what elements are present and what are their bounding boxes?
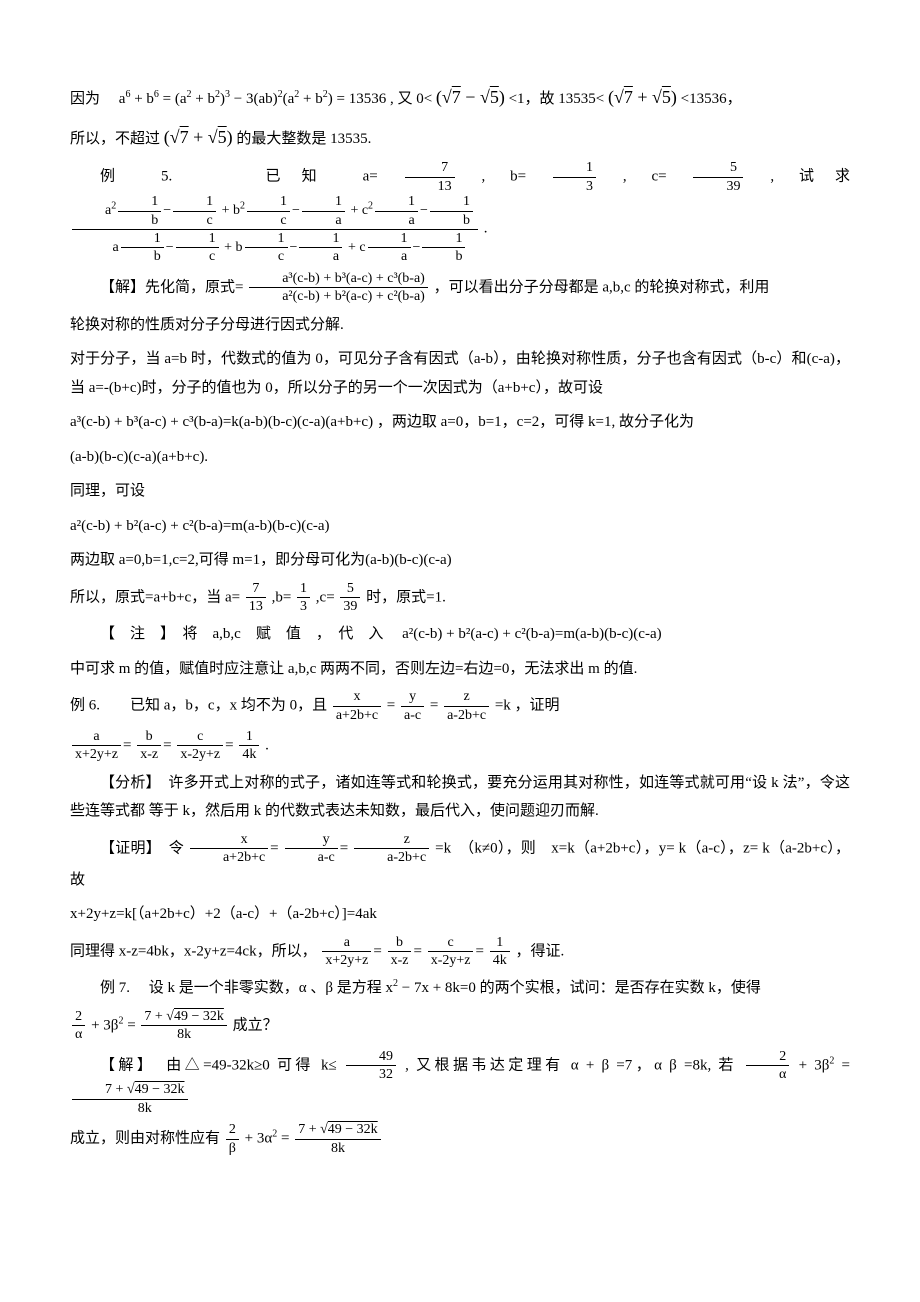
- p12: x+2y+z=k[（a+2b+c）+2（a-c）+（a-2b+c）]=4ak: [70, 900, 850, 929]
- simplified-frac: a³(c-b) + b³(a-c) + c³(b-a)a²(c-b) + b²(…: [249, 271, 428, 305]
- note-expr: a²(c-b) + b²(a-c) + c²(b-a)=m(a-b)(b-c)(…: [402, 626, 662, 642]
- frac-a: 713: [405, 160, 455, 194]
- big-fraction: a21b−1c + b21c−1a + c21a−1b a1b−1c + b1c…: [72, 194, 478, 265]
- text: <1，故 13535<: [509, 91, 608, 107]
- text: , 又 0<: [390, 91, 436, 107]
- p10: 所以，原式=a+b+c，当 a= 713 ,b= 13 ,c= 539 时，原式…: [70, 581, 850, 615]
- proof: 【证明】 令 xa+2b+c= ya-c= za-2b+c =k （k≠0），则…: [70, 832, 850, 894]
- sqrt-sum: (√7 + √5): [608, 87, 677, 107]
- p5: a³(c-b) + b³(a-c) + c³(b-a)=k(a-b)(b-c)(…: [70, 408, 850, 437]
- text: 【解】先化简，原式=: [100, 279, 247, 295]
- text: ，可以看出分子分母都是 a,b,c 的轮换对称式，利用: [434, 279, 770, 295]
- p6: (a-b)(b-c)(c-a)(a+b+c).: [70, 443, 850, 472]
- example-7: 例 7. 设 k 是一个非零实数，α 、β 是方程 x2 − 7x + 8k=0…: [70, 974, 850, 1003]
- solution-1: 【解】先化简，原式= a³(c-b) + b³(a-c) + c³(b-a)a²…: [70, 271, 850, 305]
- factor-eq: a³(c-b) + b³(a-c) + c³(b-a)=k(a-b)(b-c)(…: [70, 414, 373, 430]
- text: ，两边取 a=0，b=1，c=2，可得 k=1, 故分子化为: [377, 414, 694, 430]
- note-label: 【 注 】 将 a,b,c 赋 值 ， 代 入: [100, 626, 398, 642]
- example-7b: 2α + 3β2 = 7 + √49 − 32k8k 成立？: [70, 1009, 850, 1043]
- solution-7: 【解】 由△=49-32k≥0 可得 k≤ 4932 , 又根据韦达定理有 α …: [70, 1049, 850, 1117]
- line-max-int: 所以，不超过 (√7 + √5) 的最大整数是 13535.: [70, 120, 850, 154]
- label: 例 5. 已知 a=: [100, 169, 378, 185]
- frac-c: 539: [693, 160, 743, 194]
- p8: a²(c-b) + b²(a-c) + c²(b-a)=m(a-b)(b-c)(…: [70, 512, 850, 541]
- text: <13536，: [681, 91, 742, 107]
- line-a6b6: 因为 a6 + b6 = (a2 + b2)3 − 3(ab)2(a2 + b2…: [70, 80, 850, 114]
- eq-a6b6: a6 + b6 = (a2 + b2)3 − 3(ab)2(a2 + b2) =…: [119, 91, 390, 107]
- p3: 轮换对称的性质对分子分母进行因式分解.: [70, 311, 850, 340]
- example-5: 例 5. 已知 a= 713 , b= 13 , c= 539 , 试求 a21…: [70, 160, 850, 264]
- frac-b: 13: [553, 160, 596, 194]
- sqrt-diff: (√7 − √5): [436, 87, 505, 107]
- p11: 中可求 m 的值，赋值时应注意让 a,b,c 两两不同，否则左边=右边=0，无法…: [70, 655, 850, 684]
- p13: 同理得 x-z=4bk，x-2y+z=4ck，所以， ax+2y+z= bx-z…: [70, 935, 850, 969]
- analysis: 【分析】 许多开式上对称的式子，诸如连等式和轮换式，要充分运用其对称性，如连等式…: [70, 769, 850, 826]
- text: 的最大整数是 13535.: [236, 131, 371, 147]
- p14: 成立，则由对称性应有 2β + 3α2 = 7 + √49 − 32k8k: [70, 1122, 850, 1156]
- p4: 对于分子，当 a=b 时，代数式的值为 0，可见分子含有因式（a-b），由轮换对…: [70, 345, 850, 402]
- p9: 两边取 a=0,b=1,c=2,可得 m=1，即分母可化为(a-b)(b-c)(…: [70, 546, 850, 575]
- text: 因为: [70, 91, 115, 107]
- p7: 同理，可设: [70, 477, 850, 506]
- example-6-claim: ax+2y+z= bx-z= cx-2y+z= 14k .: [70, 729, 850, 763]
- text: 所以，不超过: [70, 131, 160, 147]
- note: 【 注 】 将 a,b,c 赋 值 ， 代 入 a²(c-b) + b²(a-c…: [70, 620, 850, 649]
- example-6: 例 6. 已知 a，b，c，x 均不为 0，且 xa+2b+c = ya-c =…: [70, 689, 850, 723]
- sqrt-sum-2: (√7 + √5): [164, 127, 233, 147]
